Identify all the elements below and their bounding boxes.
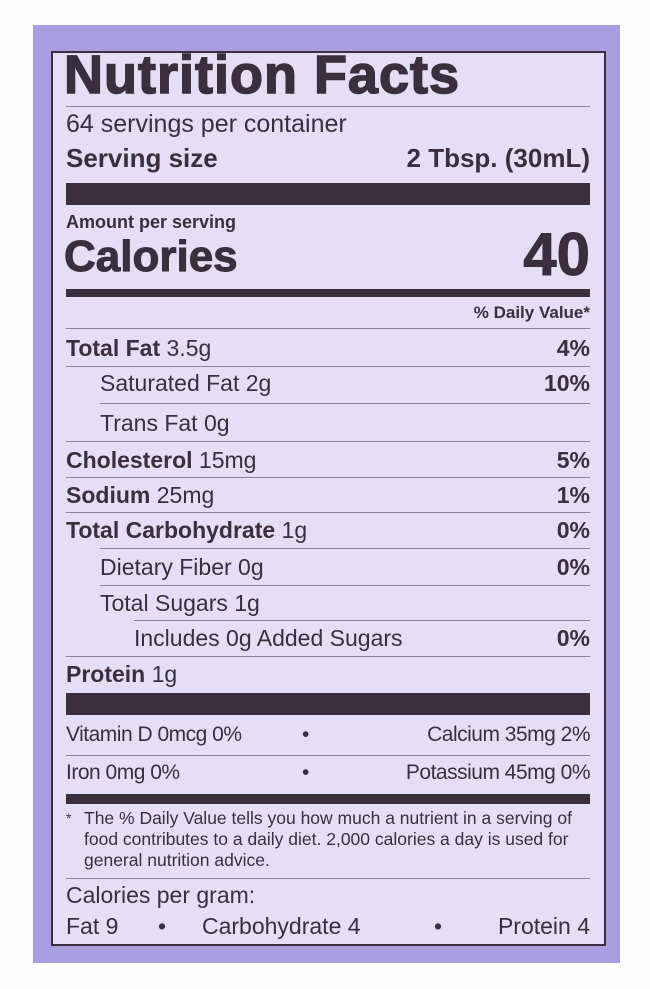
nutrient-row: Cholesterol 15mg 5% (66, 445, 590, 475)
iron: Iron 0mg 0% (66, 761, 180, 784)
divider (66, 755, 590, 756)
nutrient-dv: 4% (556, 335, 590, 361)
nutrient-dv: 0% (556, 554, 590, 580)
nutrient-amount: 3.5g (166, 335, 212, 361)
divider (66, 328, 590, 329)
nutrient-amount: 1g (234, 590, 260, 616)
nutrient-name: Sodium (66, 482, 151, 508)
nutrient-amount: 2g (245, 370, 272, 396)
nutrient-amount: 15mg (198, 447, 257, 473)
nutrient-amount: 1g (281, 517, 308, 543)
amount-per-serving: Amount per serving (66, 212, 237, 232)
footnote: The % Daily Value tells you how much a n… (84, 808, 572, 870)
divider (66, 477, 590, 478)
calories-protein: Protein 4 (497, 913, 590, 939)
calories-value: 40 (523, 221, 591, 289)
nutrient-dv: 10% (543, 370, 590, 396)
nutrient-row: Saturated Fat 2g 10% (66, 368, 590, 398)
nutrient-dv: 1% (556, 482, 590, 508)
nutrient-row: Dietary Fiber 0g 0% (66, 552, 590, 582)
nutrient-dv: 0% (556, 625, 590, 651)
divider (134, 620, 590, 621)
nutrient-name: Protein (66, 661, 146, 687)
nutrient-amount: 0g (203, 410, 230, 436)
bullet: • (158, 913, 167, 939)
calories-carbohydrate: Carbohydrate 4 (202, 913, 361, 939)
vitamin-row: Iron 0mg 0% • Potassium 45mg 0% (66, 758, 591, 788)
nutrient-row: Sodium 25mg 1% (66, 480, 590, 510)
nutrient-dv: 0% (556, 517, 590, 543)
title: Nutrition Facts (63, 44, 461, 106)
nutrient-name: Trans Fat (100, 410, 198, 436)
thick-divider (66, 693, 590, 715)
nutrient-name: Total Carbohydrate (66, 517, 276, 543)
nutrient-name: Total Sugars (100, 590, 228, 616)
nutrient-row: Total Sugars 1g (66, 588, 590, 618)
bullet: • (434, 913, 443, 939)
divider (100, 585, 590, 586)
nutrient-name: Dietary Fiber (100, 554, 232, 580)
divider (100, 548, 590, 549)
potassium: Potassium 45mg 0% (405, 761, 591, 784)
nutrient-row: Trans Fat 0g (66, 408, 590, 438)
nutrient-name: Saturated Fat (100, 370, 240, 396)
thick-divider (66, 183, 590, 205)
nutrient-row: Total Carbohydrate 1g 0% (66, 515, 590, 545)
nutrient-name: Cholesterol (66, 447, 193, 473)
nutrient-amount: 0g (238, 554, 264, 580)
calories-per-gram-label: Calories per gram: (66, 882, 256, 908)
nutrient-name: Includes 0g Added Sugars (134, 625, 403, 651)
divider (66, 878, 590, 879)
serving-size-value: 2 Tbsp. (30mL) (406, 143, 590, 173)
medium-divider (66, 794, 590, 804)
vitamin-d: Vitamin D 0mcg 0% (66, 723, 242, 746)
nutrient-dv: 5% (556, 447, 590, 473)
nutrient-amount: 25mg (156, 482, 215, 508)
divider (66, 441, 590, 442)
calories-label: Calories (64, 232, 239, 282)
nutrient-row: Total Fat 3.5g 4% (66, 333, 590, 363)
divider (66, 366, 590, 367)
bullet: • (302, 761, 309, 784)
bullet: • (302, 723, 309, 746)
calcium: Calcium 35mg 2% (427, 723, 590, 746)
vitamin-row: Vitamin D 0mcg 0% • Calcium 35mg 2% (66, 720, 590, 750)
divider (66, 656, 590, 657)
divider (100, 403, 590, 404)
servings-per-container: 64 servings per container (66, 110, 347, 138)
nutrient-row: Includes 0g Added Sugars 0% (66, 623, 590, 653)
calories-fat: Fat 9 (66, 913, 119, 939)
daily-value-header: % Daily Value* (473, 303, 590, 322)
nutrient-row: Protein 1g (66, 659, 590, 689)
divider (66, 512, 590, 513)
medium-divider (66, 289, 590, 297)
footnote-asterisk: * (66, 810, 72, 826)
nutrient-name: Total Fat (66, 335, 161, 361)
divider (66, 106, 590, 107)
nutrient-amount: 1g (151, 661, 178, 687)
serving-size-label: Serving size (66, 143, 218, 173)
